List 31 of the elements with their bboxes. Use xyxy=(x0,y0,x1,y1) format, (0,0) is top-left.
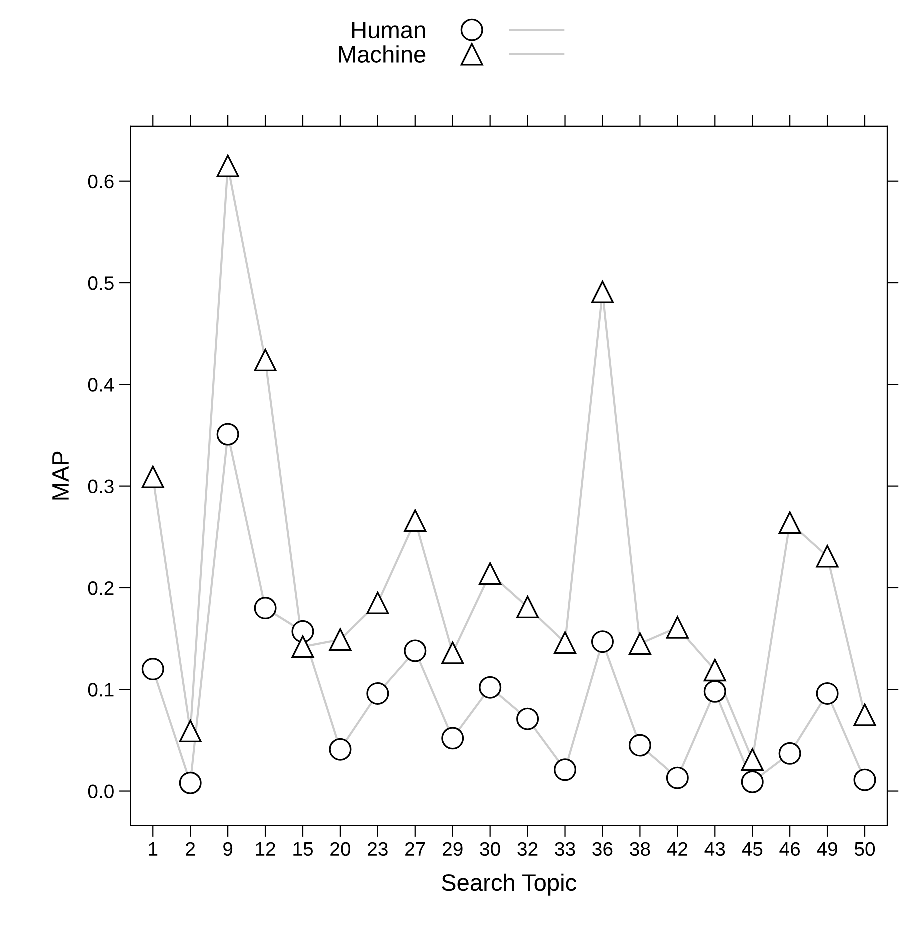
x-axis-title: Search Topic xyxy=(442,874,576,896)
legend-label: Machine xyxy=(339,46,426,63)
x-tick-label: 42 xyxy=(667,842,688,856)
x-tick-label: 20 xyxy=(330,842,351,856)
x-tick-label: 33 xyxy=(555,842,576,856)
x-tick-label: 46 xyxy=(780,842,800,856)
x-tick-label: 50 xyxy=(854,842,876,856)
x-tick-label: 29 xyxy=(443,842,463,856)
y-tick-label: 0.6 xyxy=(88,174,114,189)
y-tick-label: 0.4 xyxy=(88,378,114,392)
x-tick-label: 12 xyxy=(256,842,276,856)
y-tick-label: 0.3 xyxy=(88,480,114,494)
x-tick-label: 36 xyxy=(592,842,613,856)
x-tick-label: 30 xyxy=(480,842,500,856)
x-tick-label: 32 xyxy=(518,842,538,856)
y-tick-label: 0.2 xyxy=(88,581,114,596)
x-tick-label: 1 xyxy=(149,842,158,856)
x-tick-label: 23 xyxy=(368,842,388,856)
x-tick-label: 9 xyxy=(224,842,233,856)
x-tick-label: 27 xyxy=(406,842,426,856)
y-tick-label: 0.1 xyxy=(88,683,114,697)
x-tick-label: 38 xyxy=(630,842,650,856)
x-tick-label: 15 xyxy=(294,842,313,856)
y-axis-title: MAP xyxy=(52,452,69,500)
y-tick-label: 0.5 xyxy=(88,276,114,290)
legend-label: Human xyxy=(352,22,426,39)
x-tick-label: 45 xyxy=(742,842,763,856)
x-tick-label: 43 xyxy=(704,842,726,856)
x-tick-label: 49 xyxy=(817,842,838,856)
x-tick-label: 2 xyxy=(186,842,196,856)
y-tick-label: 0.0 xyxy=(88,784,114,799)
